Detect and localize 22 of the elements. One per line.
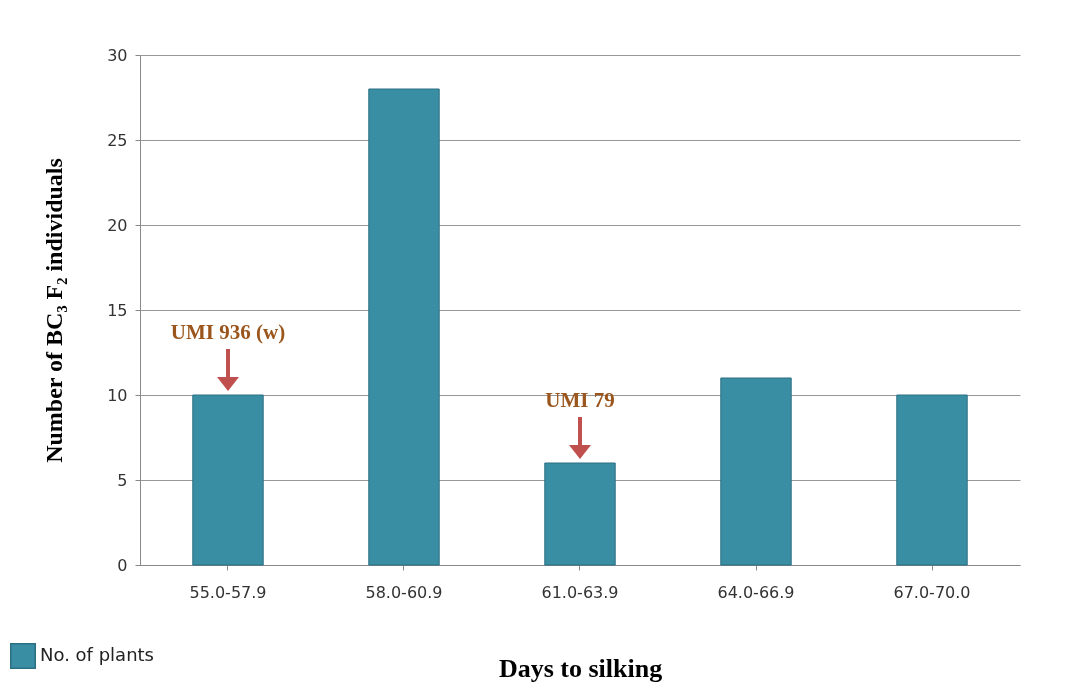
y-tick-label: 0	[117, 555, 128, 575]
x-axis-title: Days to silking	[498, 653, 663, 683]
y-tick-label: 25	[107, 130, 128, 150]
y-tick-label: 30	[107, 45, 128, 65]
bar	[720, 377, 792, 566]
x-tick-label: 61.0-63.9	[541, 582, 619, 602]
bar	[368, 88, 440, 566]
x-tick-label: 58.0-60.9	[365, 582, 443, 602]
bar	[544, 462, 616, 566]
annotation: UMI 936 (w)	[170, 320, 286, 344]
annotation: UMI 79	[545, 388, 615, 412]
x-tick-label: 67.0-70.0	[893, 582, 971, 602]
y-tick-label: 10	[107, 385, 128, 405]
bar	[192, 394, 264, 566]
y-tick-label: 15	[107, 300, 128, 320]
y-axis-title: Number of BC₃ F₂ individuals	[41, 158, 68, 463]
x-tick-label: 64.0-66.9	[717, 582, 795, 602]
y-tick-label: 20	[107, 215, 128, 235]
legend-label: No. of plants	[40, 644, 154, 665]
bar	[896, 394, 968, 566]
y-tick-label: 5	[117, 470, 128, 490]
x-tick-label: 55.0-57.9	[189, 582, 267, 602]
